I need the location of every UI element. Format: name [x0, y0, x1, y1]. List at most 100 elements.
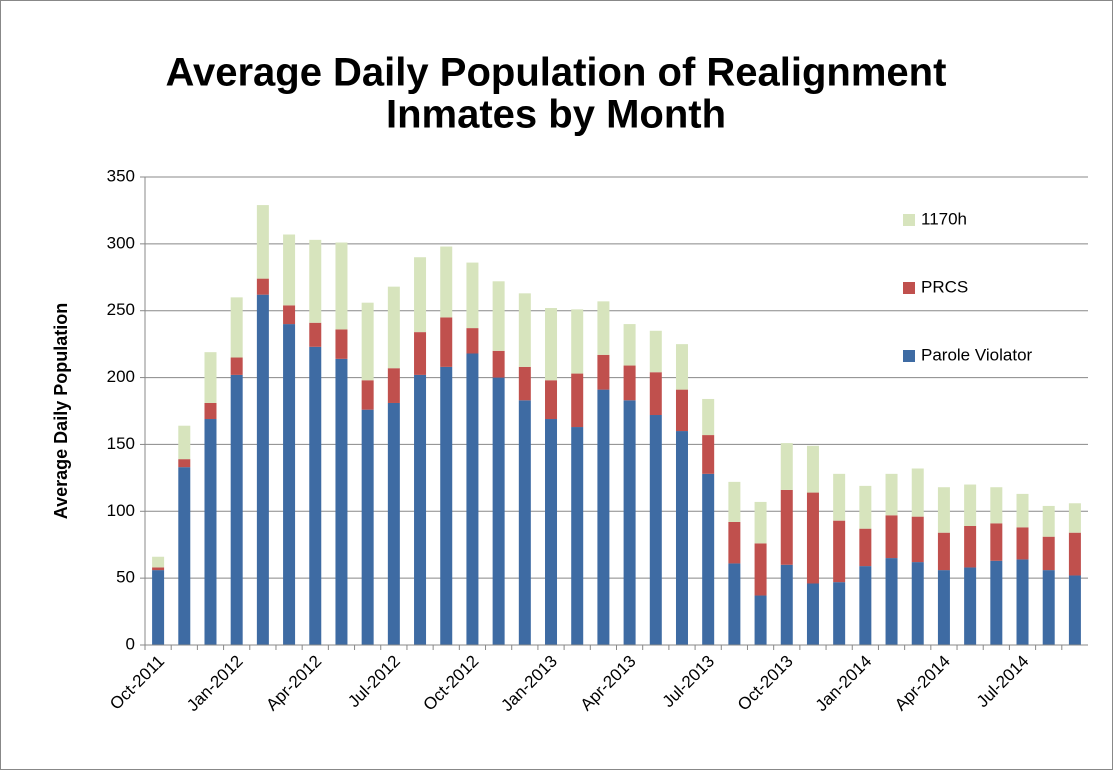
bar-segment — [466, 328, 479, 354]
y-tick-label: 0 — [126, 634, 135, 653]
bar-segment — [361, 409, 374, 645]
bar-segment — [152, 567, 165, 571]
bar-segment — [571, 427, 584, 645]
bar-segment — [1068, 575, 1081, 645]
bar-segment — [361, 302, 374, 381]
bar-segment — [990, 560, 1003, 645]
bar-segment — [204, 419, 217, 645]
bar-segment — [675, 431, 688, 645]
bar-segment — [728, 563, 741, 645]
legend-label: Parole Violator — [921, 345, 1033, 364]
bar-segment — [1042, 570, 1055, 645]
bar-segment — [414, 332, 427, 375]
bar-segment — [885, 473, 898, 516]
y-tick-label: 150 — [107, 434, 135, 453]
y-tick-label: 350 — [107, 166, 135, 185]
bar-segment — [754, 501, 767, 544]
bar-segment — [230, 374, 243, 645]
bar-segment — [649, 330, 662, 373]
bar-segment — [1068, 532, 1081, 576]
bar-segment — [833, 582, 846, 645]
bar-segment — [466, 353, 479, 645]
bar-segment — [178, 425, 191, 460]
bar-segment — [806, 492, 819, 584]
bar-segment — [702, 398, 715, 436]
y-tick-label: 50 — [116, 568, 135, 587]
bar-segment — [518, 366, 531, 401]
bar-segment — [335, 329, 348, 359]
bar-segment — [492, 377, 505, 645]
bar-segment — [859, 566, 872, 645]
legend-swatch — [903, 282, 915, 294]
bar-segment — [387, 286, 400, 369]
bar-segment — [256, 205, 269, 279]
bar-segment — [545, 419, 558, 645]
bar-segment — [283, 234, 296, 306]
bar-segment — [937, 570, 950, 645]
bar-segment — [937, 532, 950, 571]
bar-segment — [204, 352, 217, 403]
y-tick-label: 100 — [107, 501, 135, 520]
bar-segment — [780, 443, 793, 490]
y-tick-label: 200 — [107, 367, 135, 386]
bar-segment — [309, 346, 322, 645]
legend-swatch — [903, 214, 915, 226]
legend-swatch — [903, 350, 915, 362]
bar-segment — [911, 562, 924, 645]
bar-segment — [361, 380, 374, 410]
bar-segment — [178, 459, 191, 468]
bar-segment — [964, 484, 977, 526]
bar-segment — [754, 543, 767, 596]
bar-segment — [833, 473, 846, 521]
bar-segment — [990, 487, 1003, 524]
bar-segment — [204, 402, 217, 420]
bar-segment — [178, 467, 191, 645]
bar-segment — [806, 445, 819, 493]
bar-segment — [780, 489, 793, 565]
bar-segment — [1042, 536, 1055, 571]
bar-segment — [597, 389, 610, 645]
bar-segment — [256, 294, 269, 645]
bar-segment — [440, 317, 453, 367]
legend-label: 1170h — [921, 209, 967, 228]
bar-segment — [806, 583, 819, 645]
bar-segment — [414, 257, 427, 333]
bar-segment — [728, 481, 741, 522]
bar-segment — [597, 354, 610, 390]
bar-segment — [1016, 527, 1029, 560]
y-tick-label: 300 — [107, 233, 135, 252]
bar-segment — [309, 239, 322, 323]
bar-segment — [911, 468, 924, 517]
bar-segment — [964, 567, 977, 645]
bar-segment — [675, 389, 688, 432]
bar-segment — [1016, 559, 1029, 645]
y-tick-label: 250 — [107, 300, 135, 319]
legend-label: PRCS — [921, 277, 968, 296]
chart-title: Inmates by Month — [386, 93, 726, 137]
bar-segment — [937, 487, 950, 533]
bar-segment — [256, 278, 269, 295]
y-axis-title: Average Daily Population — [51, 303, 71, 519]
bar-segment — [387, 402, 400, 645]
bar-segment — [283, 324, 296, 645]
bar-segment — [545, 380, 558, 420]
bar-segment — [623, 324, 636, 366]
bar-segment — [440, 246, 453, 318]
bar-segment — [518, 400, 531, 645]
bar-segment — [335, 242, 348, 330]
bar-segment — [545, 308, 558, 381]
bar-segment — [152, 570, 165, 645]
bar-segment — [571, 309, 584, 374]
bar-segment — [649, 415, 662, 645]
bar-segment — [230, 357, 243, 375]
bar-segment — [309, 322, 322, 347]
bar-segment — [597, 301, 610, 355]
bar-segment — [649, 372, 662, 416]
bar-segment — [283, 305, 296, 325]
bar-segment — [152, 556, 165, 568]
bar-segment — [414, 374, 427, 645]
bar-segment — [440, 366, 453, 645]
bar-segment — [964, 525, 977, 568]
bar-segment — [780, 564, 793, 645]
